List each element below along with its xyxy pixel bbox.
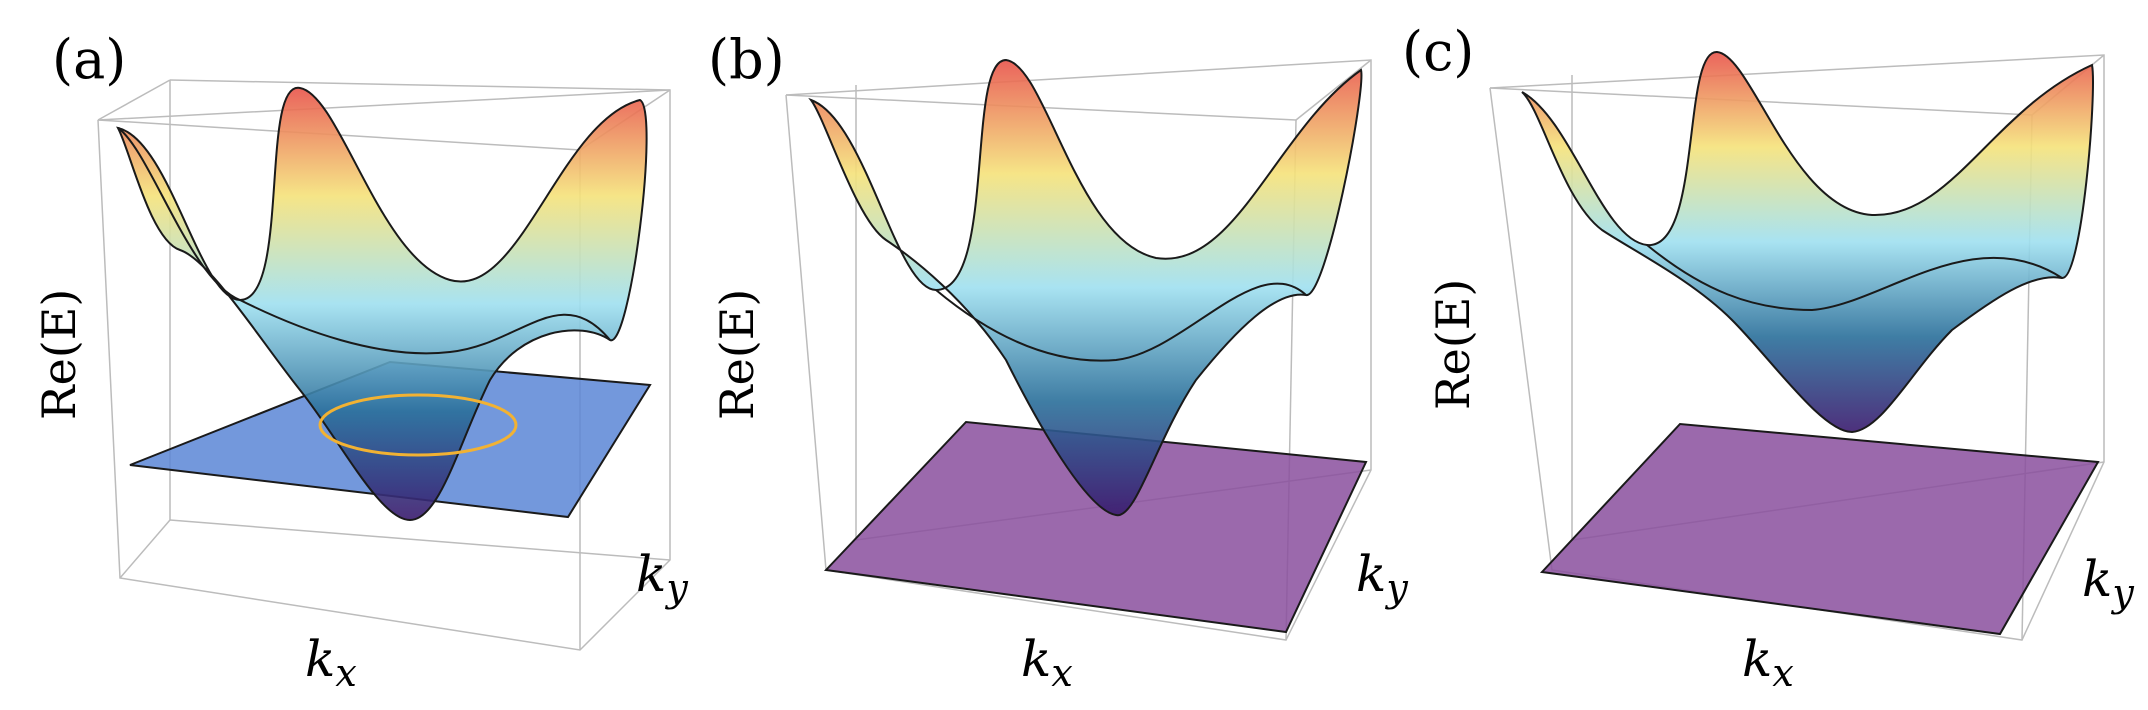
panel-label: (a) xyxy=(52,28,127,91)
panel-b: (b) Re(E) kx ky xyxy=(708,0,1432,710)
ky-axis-label: ky xyxy=(2082,550,2134,615)
energy-surface xyxy=(808,58,1363,517)
ky-axis-label: ky xyxy=(1356,545,1408,610)
kx-axis-label: kx xyxy=(1742,630,1794,695)
panel-a-plot xyxy=(97,79,671,651)
panel-c: (c) Re(E) kx ky xyxy=(1402,0,2148,710)
z-axis-label: Re(E) xyxy=(32,288,86,420)
energy-surface xyxy=(116,86,648,522)
energy-surface xyxy=(1521,50,2094,434)
energy-plane xyxy=(823,420,1368,634)
ky-axis-label: ky xyxy=(636,545,688,610)
kx-axis-label: kx xyxy=(1021,630,1073,695)
panel-b-plot xyxy=(785,58,1372,641)
z-axis-label: Re(E) xyxy=(710,288,764,420)
panel-a: (a) Re(E) kx ky xyxy=(0,0,716,710)
panel-label: (b) xyxy=(708,28,785,91)
z-axis-label: Re(E) xyxy=(1426,278,1480,410)
panel-c-plot xyxy=(1489,50,2105,641)
kx-axis-label: kx xyxy=(305,630,357,695)
energy-plane xyxy=(1539,422,2100,636)
panel-label: (c) xyxy=(1402,20,1475,83)
fermi-ring xyxy=(318,393,518,457)
